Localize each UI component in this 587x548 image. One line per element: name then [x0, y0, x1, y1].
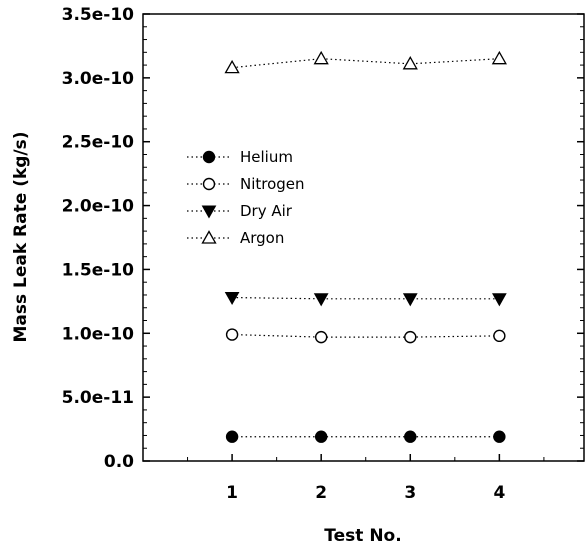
y-tick-label: 2.0e-10 [62, 197, 135, 217]
data-point-nitrogen [404, 330, 417, 344]
series-line-dry-air [232, 296, 500, 300]
data-point-helium [404, 430, 417, 443]
data-point-dry-air [313, 293, 329, 307]
data-point-helium [493, 430, 506, 443]
legend-label: Dry Air [240, 202, 293, 220]
data-point-nitrogen [493, 329, 506, 343]
legend-marker [201, 230, 217, 244]
data-point-helium [225, 430, 239, 443]
data-point-dry-air [224, 292, 240, 306]
data-point-dry-air [492, 293, 507, 307]
data-point-argon [224, 59, 240, 74]
plot-frame [142, 13, 585, 462]
y-tick-label: 5.0e-11 [62, 388, 134, 408]
legend: Helium Nitrogen Dry Air Argon [187, 148, 305, 247]
legend-marker [202, 177, 216, 191]
y-tick-label: 3.5e-10 [62, 5, 135, 25]
y-tick-label: 0.0 [104, 452, 134, 472]
data-point-dry-air [402, 293, 418, 307]
data-point-argon [313, 50, 329, 65]
y-tick-label: 3.0e-10 [62, 69, 135, 89]
x-tick-label: 3 [404, 483, 416, 503]
x-tick-label: 2 [315, 483, 327, 503]
x-axis: 1 2 3 4 [187, 454, 545, 503]
series-layer [224, 50, 507, 443]
data-point-nitrogen [225, 328, 239, 341]
data-point-argon [402, 55, 418, 70]
x-tick-label: 1 [226, 483, 238, 503]
y-tick-label: 2.5e-10 [62, 133, 135, 153]
series-line-nitrogen [232, 333, 500, 338]
series-argon [224, 50, 507, 74]
y-axis: 0.0 5.0e-11 1.0e-10 1.5e-10 2.0e-10 2.5e-10 3.… [62, 5, 584, 472]
legend-item-helium: Helium [187, 148, 293, 166]
x-tick-label: 4 [493, 483, 505, 503]
series-helium [225, 430, 506, 443]
legend-item-argon: Argon [187, 229, 284, 247]
legend-label: Helium [240, 148, 293, 166]
data-point-helium [314, 430, 328, 443]
series-nitrogen [225, 328, 506, 344]
data-point-argon [491, 50, 507, 65]
y-tick-label: 1.0e-10 [62, 324, 135, 344]
y-axis-title: Mass Leak Rate (kg/s) [11, 131, 31, 342]
legend-item-nitrogen: Nitrogen [187, 175, 305, 193]
legend-marker [201, 205, 217, 219]
series-line-argon [232, 58, 500, 69]
legend-marker [202, 150, 216, 164]
legend-item-dry-air: Dry Air [187, 202, 293, 220]
data-point-nitrogen [314, 330, 328, 344]
legend-label: Argon [240, 229, 284, 247]
legend-label: Nitrogen [240, 175, 305, 193]
y-tick-label: 1.5e-10 [62, 260, 135, 280]
series-dry-air [224, 292, 507, 307]
x-axis-title: Test No. [324, 526, 401, 546]
